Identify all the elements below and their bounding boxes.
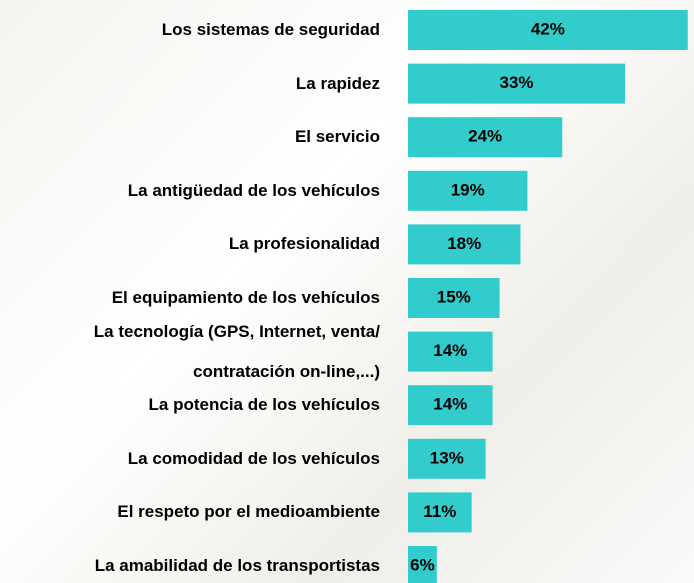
category-label: El servicio: [0, 117, 380, 157]
value-label: 11%: [423, 502, 456, 521]
category-label: La rapidez: [0, 64, 380, 104]
value-label: 15%: [437, 287, 471, 306]
value-label: 24%: [468, 127, 502, 146]
category-label: El respeto por el medioambiente: [0, 492, 380, 532]
value-label: 18%: [447, 234, 481, 253]
value-label: 13%: [430, 448, 464, 467]
category-label: La profesionalidad: [0, 224, 380, 264]
category-label: La antigüedad de los vehículos: [0, 171, 380, 211]
value-label: 33%: [499, 73, 533, 92]
value-label: 14%: [433, 395, 467, 414]
category-label: La potencia de los vehículos: [0, 385, 380, 425]
category-label: La comodidad de los vehículos: [0, 439, 380, 479]
category-label: La tecnología (GPS, Internet, venta/ con…: [0, 312, 380, 392]
category-label: La amabilidad de los transportistas: [0, 546, 380, 583]
chart: 42% 33% 24% 19% 18% 15% 14% 14% 13% 11% 6% Los sis…: [0, 0, 694, 583]
value-label: 42%: [531, 19, 565, 38]
category-label: Los sistemas de seguridad: [0, 10, 380, 50]
value-label: 14%: [433, 341, 467, 360]
value-label: 19%: [451, 180, 485, 199]
value-label: 6%: [410, 555, 435, 574]
